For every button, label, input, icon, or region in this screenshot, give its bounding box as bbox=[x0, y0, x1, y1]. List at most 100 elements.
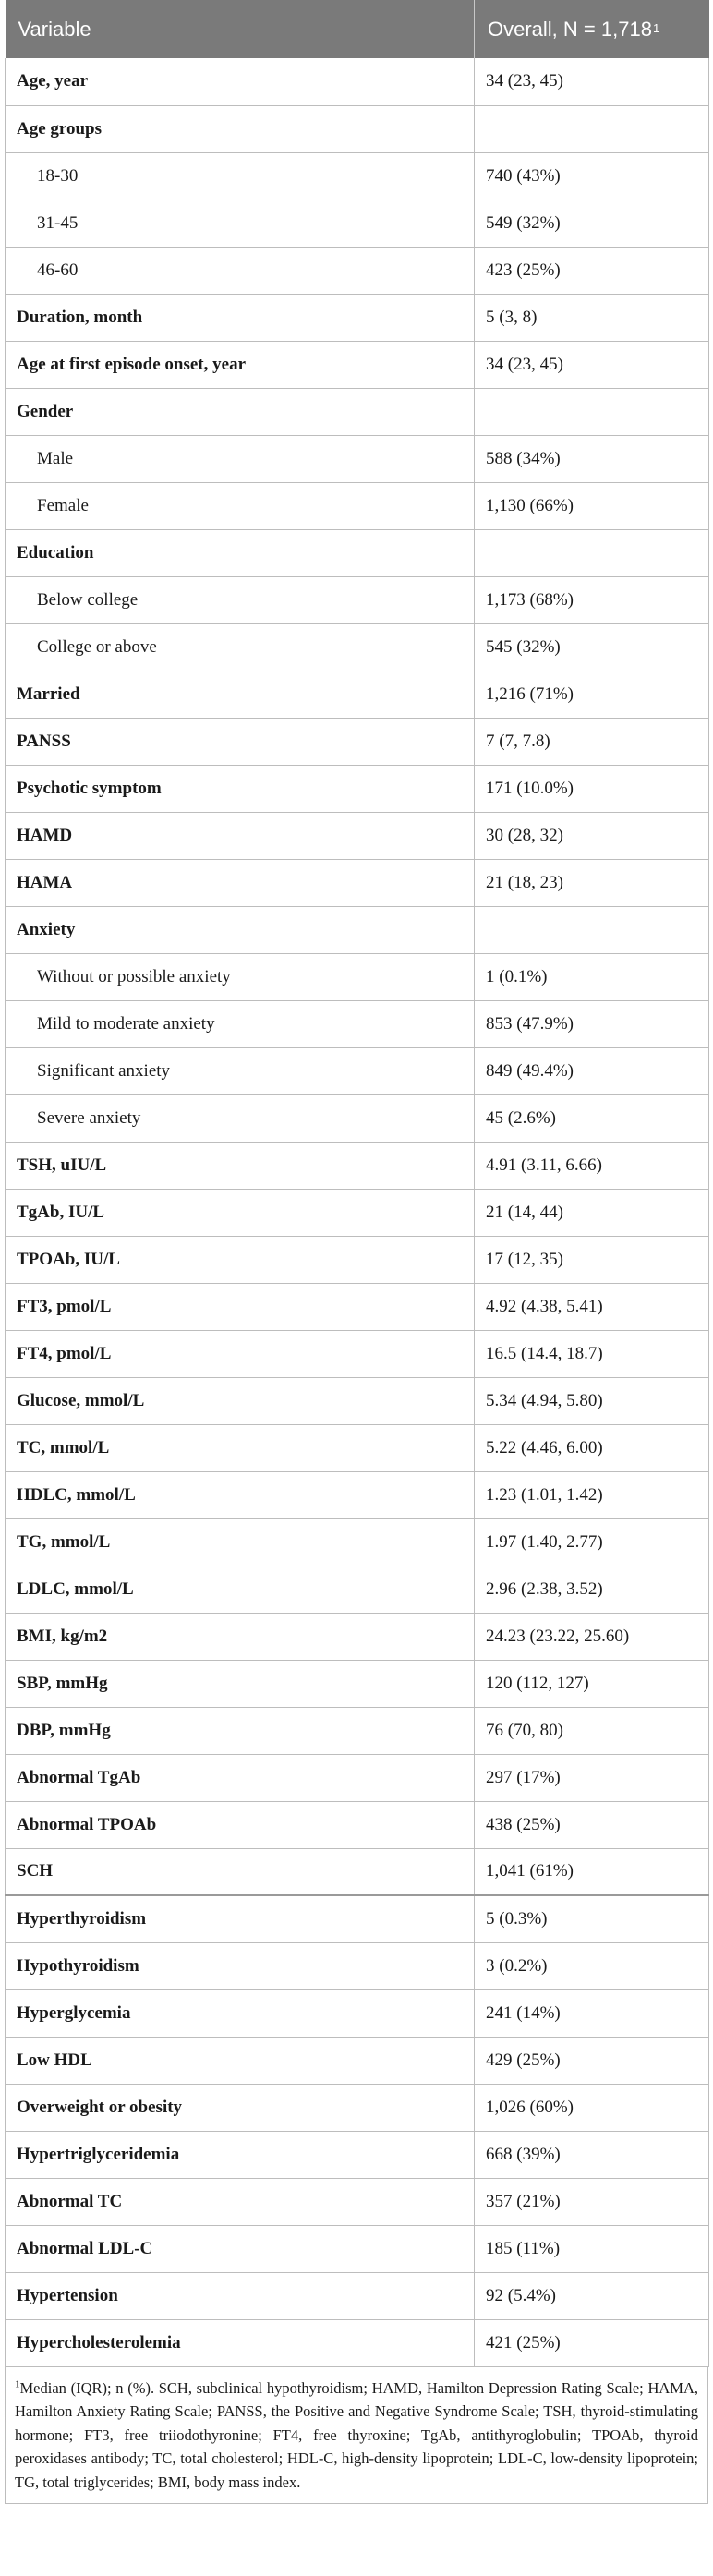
row-value: 45 (2.6%) bbox=[474, 1094, 709, 1143]
table-row: Significant anxiety 849 (49.4%) bbox=[5, 1047, 709, 1095]
row-value: 2.96 (2.38, 3.52) bbox=[474, 1566, 709, 1614]
row-value: 1,026 (60%) bbox=[474, 2084, 709, 2132]
row-variable: 31-45 bbox=[5, 200, 475, 248]
table-row: HAMA 21 (18, 23) bbox=[5, 859, 709, 907]
table-header: Variable Overall, N = 1,7181 bbox=[5, 0, 709, 58]
row-value: 5.22 (4.46, 6.00) bbox=[474, 1424, 709, 1472]
row-value: 21 (14, 44) bbox=[474, 1189, 709, 1237]
row-value: 357 (21%) bbox=[474, 2178, 709, 2226]
row-value: 423 (25%) bbox=[474, 247, 709, 295]
row-value: 740 (43%) bbox=[474, 152, 709, 200]
table-row: Hyperglycemia 241 (14%) bbox=[5, 1989, 709, 2038]
row-variable: HAMD bbox=[5, 812, 475, 860]
row-variable: Abnormal TgAb bbox=[5, 1754, 475, 1802]
table-footnote: 1Median (IQR); n (%). SCH, subclinical h… bbox=[5, 2366, 708, 2504]
row-value: 16.5 (14.4, 18.7) bbox=[474, 1330, 709, 1378]
row-variable: Overweight or obesity bbox=[5, 2084, 475, 2132]
table-row: Female 1,130 (66%) bbox=[5, 482, 709, 530]
row-variable: Significant anxiety bbox=[5, 1047, 475, 1095]
header-overall-label: Overall, N = 1,718 bbox=[488, 17, 652, 41]
row-variable: Abnormal TC bbox=[5, 2178, 475, 2226]
row-value: 545 (32%) bbox=[474, 623, 709, 671]
table-row: SCH 1,041 (61%) bbox=[5, 1848, 709, 1896]
row-variable: Hypercholesterolemia bbox=[5, 2319, 475, 2367]
row-value: 1,041 (61%) bbox=[474, 1848, 709, 1896]
row-variable: HDLC, mmol/L bbox=[5, 1471, 475, 1519]
header-footnote-mark: 1 bbox=[652, 20, 660, 35]
table-row: Glucose, mmol/L 5.34 (4.94, 5.80) bbox=[5, 1377, 709, 1425]
characteristics-table: Variable Overall, N = 1,7181 Age, year 34… bbox=[5, 0, 709, 2367]
table-row: Hypertension 92 (5.4%) bbox=[5, 2272, 709, 2320]
footnote-mark: 1 bbox=[15, 2378, 20, 2389]
table-row: Age groups bbox=[5, 105, 709, 153]
row-variable: Hypothyroidism bbox=[5, 1942, 475, 1990]
row-variable: HAMA bbox=[5, 859, 475, 907]
row-value: 185 (11%) bbox=[474, 2225, 709, 2273]
row-value: 3 (0.2%) bbox=[474, 1942, 709, 1990]
row-value: 34 (23, 45) bbox=[474, 58, 709, 106]
row-variable: Age, year bbox=[5, 58, 475, 106]
row-value: 76 (70, 80) bbox=[474, 1707, 709, 1755]
header-variable: Variable bbox=[5, 0, 475, 58]
row-variable: Hypertriglyceridemia bbox=[5, 2131, 475, 2179]
table-row: Age, year 34 (23, 45) bbox=[5, 58, 709, 106]
row-variable: Severe anxiety bbox=[5, 1094, 475, 1143]
row-variable: DBP, mmHg bbox=[5, 1707, 475, 1755]
table-row: Hypercholesterolemia 421 (25%) bbox=[5, 2319, 709, 2367]
row-value: 588 (34%) bbox=[474, 435, 709, 483]
row-variable: Below college bbox=[5, 576, 475, 624]
table-container: Variable Overall, N = 1,7181 Age, year 34… bbox=[5, 0, 709, 2504]
row-variable: FT3, pmol/L bbox=[5, 1283, 475, 1331]
table-row: TC, mmol/L 5.22 (4.46, 6.00) bbox=[5, 1424, 709, 1472]
table-row: LDLC, mmol/L 2.96 (2.38, 3.52) bbox=[5, 1566, 709, 1614]
row-value: 30 (28, 32) bbox=[474, 812, 709, 860]
table-body: Age, year 34 (23, 45) Age groups 18-30 740 (… bbox=[5, 58, 709, 2367]
row-variable: PANSS bbox=[5, 718, 475, 766]
row-variable: Female bbox=[5, 482, 475, 530]
row-variable: Hyperthyroidism bbox=[5, 1895, 475, 1943]
table-row: 46-60 423 (25%) bbox=[5, 247, 709, 295]
row-variable: Married bbox=[5, 671, 475, 719]
row-variable: College or above bbox=[5, 623, 475, 671]
row-variable: Gender bbox=[5, 388, 475, 436]
row-variable: Abnormal LDL-C bbox=[5, 2225, 475, 2273]
row-variable: 46-60 bbox=[5, 247, 475, 295]
row-variable: Without or possible anxiety bbox=[5, 953, 475, 1001]
table-row: Duration, month 5 (3, 8) bbox=[5, 294, 709, 342]
row-variable: SCH bbox=[5, 1848, 475, 1896]
row-value bbox=[474, 906, 709, 954]
row-value: 1.23 (1.01, 1.42) bbox=[474, 1471, 709, 1519]
table-row: Psychotic symptom 171 (10.0%) bbox=[5, 765, 709, 813]
table-row: 31-45 549 (32%) bbox=[5, 200, 709, 248]
table-row: Low HDL 429 (25%) bbox=[5, 2037, 709, 2085]
table-row: FT4, pmol/L 16.5 (14.4, 18.7) bbox=[5, 1330, 709, 1378]
row-variable: Low HDL bbox=[5, 2037, 475, 2085]
table-row: BMI, kg/m2 24.23 (23.22, 25.60) bbox=[5, 1613, 709, 1661]
row-variable: Psychotic symptom bbox=[5, 765, 475, 813]
row-variable: FT4, pmol/L bbox=[5, 1330, 475, 1378]
table-row: Abnormal LDL-C 185 (11%) bbox=[5, 2225, 709, 2273]
header-row: Variable Overall, N = 1,7181 bbox=[5, 0, 709, 58]
row-variable: Hyperglycemia bbox=[5, 1989, 475, 2038]
row-variable: TG, mmol/L bbox=[5, 1518, 475, 1566]
row-variable: SBP, mmHg bbox=[5, 1660, 475, 1708]
table-row: TPOAb, IU/L 17 (12, 35) bbox=[5, 1236, 709, 1284]
row-variable: Hypertension bbox=[5, 2272, 475, 2320]
table-row: Hypothyroidism 3 (0.2%) bbox=[5, 1942, 709, 1990]
table-row: 18-30 740 (43%) bbox=[5, 152, 709, 200]
table-row: Gender bbox=[5, 388, 709, 436]
row-value: 24.23 (23.22, 25.60) bbox=[474, 1613, 709, 1661]
table-row: College or above 545 (32%) bbox=[5, 623, 709, 671]
table-row: HDLC, mmol/L 1.23 (1.01, 1.42) bbox=[5, 1471, 709, 1519]
row-value: 549 (32%) bbox=[474, 200, 709, 248]
row-variable: TgAb, IU/L bbox=[5, 1189, 475, 1237]
table-row: Hypertriglyceridemia 668 (39%) bbox=[5, 2131, 709, 2179]
table-row: HAMD 30 (28, 32) bbox=[5, 812, 709, 860]
row-value: 1,173 (68%) bbox=[474, 576, 709, 624]
table-row: Without or possible anxiety 1 (0.1%) bbox=[5, 953, 709, 1001]
row-variable: Anxiety bbox=[5, 906, 475, 954]
row-value: 297 (17%) bbox=[474, 1754, 709, 1802]
table-row: Mild to moderate anxiety 853 (47.9%) bbox=[5, 1000, 709, 1048]
row-variable: TSH, uIU/L bbox=[5, 1142, 475, 1190]
row-value bbox=[474, 529, 709, 577]
